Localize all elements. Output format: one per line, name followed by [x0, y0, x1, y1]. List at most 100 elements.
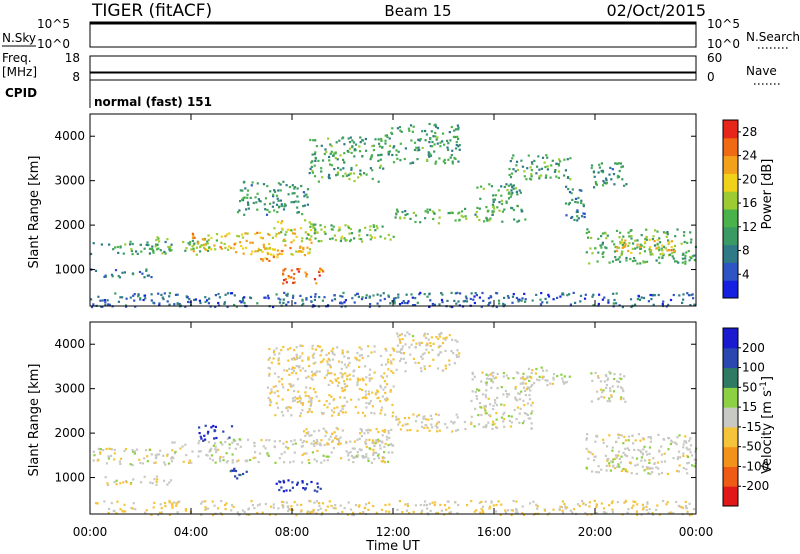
velocity-cell — [320, 461, 323, 464]
power-cell — [358, 234, 361, 237]
velocity-cell — [289, 489, 292, 492]
velocity-cell — [361, 455, 364, 458]
velocity-cell — [523, 420, 526, 423]
velocity-cell — [233, 469, 236, 472]
power-cell — [350, 151, 353, 154]
power-cell — [284, 278, 287, 281]
power-cell — [667, 303, 670, 306]
velocity-cell — [314, 391, 317, 394]
velocity-cell — [379, 400, 382, 403]
power-cell — [392, 235, 395, 238]
velocity-cell — [514, 508, 518, 511]
velocity-cell — [272, 506, 275, 509]
velocity-cell — [485, 383, 488, 386]
velocity-cell — [397, 335, 400, 338]
power-cell — [145, 269, 148, 272]
power-cell — [566, 294, 569, 297]
power-cell — [351, 297, 354, 300]
power-cell — [228, 245, 231, 248]
power-colorbar-swatch — [723, 262, 738, 281]
velocity-cell — [374, 393, 377, 396]
velocity-cell — [651, 467, 654, 470]
power-cell — [353, 237, 356, 240]
velocity-cell — [332, 411, 336, 414]
power-cell — [425, 158, 429, 161]
velocity-cell — [425, 503, 428, 507]
power-cell — [441, 301, 444, 304]
power-cell — [377, 154, 380, 157]
power-cell — [388, 137, 391, 140]
velocity-cell — [332, 447, 336, 450]
velocity-cell — [286, 447, 289, 450]
velocity-cell — [434, 424, 437, 427]
velocity-cell — [267, 366, 270, 369]
power-cell — [579, 294, 583, 297]
power-cell — [676, 228, 679, 231]
power-cell — [500, 199, 503, 202]
velocity-cell — [301, 403, 304, 406]
power-cell — [275, 203, 279, 206]
power-cell — [294, 200, 297, 203]
power-cell — [272, 201, 275, 204]
velocity-cell — [369, 368, 372, 371]
power-cell — [235, 251, 238, 254]
velocity-cell — [456, 428, 460, 431]
power-cell — [605, 177, 608, 180]
power-cell — [590, 164, 594, 167]
power-cell — [349, 136, 352, 139]
power-cell — [683, 231, 686, 234]
velocity-cell — [381, 434, 384, 437]
velocity-cell — [595, 503, 598, 506]
power-cell — [521, 297, 524, 300]
velocity-cell — [310, 397, 313, 400]
velocity-cell — [340, 361, 343, 364]
power-cell — [693, 254, 696, 257]
power-cell — [686, 292, 689, 295]
velocity-cell — [291, 481, 294, 484]
power-cell — [620, 251, 624, 254]
power-cell — [615, 258, 618, 261]
power-cell — [121, 296, 124, 299]
velocity-cell — [346, 378, 349, 381]
velocity-cell — [397, 418, 400, 421]
velocity-cell — [630, 506, 634, 509]
velocity-cell — [293, 396, 296, 399]
power-cell — [603, 296, 606, 299]
power-cell — [414, 304, 417, 307]
power-cell — [372, 149, 375, 152]
velocity-cell — [439, 351, 443, 354]
velocity-cell — [640, 451, 643, 454]
velocity-cell — [326, 363, 329, 366]
velocity-cell — [367, 501, 371, 504]
power-cell — [419, 291, 422, 294]
power-cell — [608, 261, 611, 264]
velocity-cell — [475, 509, 478, 512]
power-cell — [450, 154, 453, 157]
power-cell — [509, 195, 512, 198]
velocity-cell — [325, 374, 328, 377]
power-cell — [129, 240, 132, 243]
velocity-cell — [258, 452, 262, 455]
power-cell — [587, 230, 591, 233]
power-cell — [451, 160, 454, 163]
power-cell — [400, 130, 403, 133]
velocity-cell — [605, 464, 608, 467]
power-cell — [566, 176, 570, 179]
velocity-cell — [119, 482, 122, 485]
velocity-cell — [219, 512, 222, 515]
power-cell — [384, 237, 387, 240]
velocity-cell — [464, 428, 467, 431]
velocity-cell — [207, 507, 210, 510]
velocity-cell — [278, 488, 281, 492]
power-colorbar-tick-label: 20 — [742, 172, 757, 186]
power-cell — [393, 298, 396, 302]
velocity-cell — [301, 352, 304, 355]
velocity-cell — [219, 460, 222, 463]
power-cell — [292, 277, 295, 280]
velocity-cell — [311, 354, 314, 357]
velocity-cell — [116, 500, 119, 503]
velocity-cell — [162, 454, 165, 457]
velocity-cell — [363, 456, 366, 459]
velocity-cell — [96, 502, 99, 505]
